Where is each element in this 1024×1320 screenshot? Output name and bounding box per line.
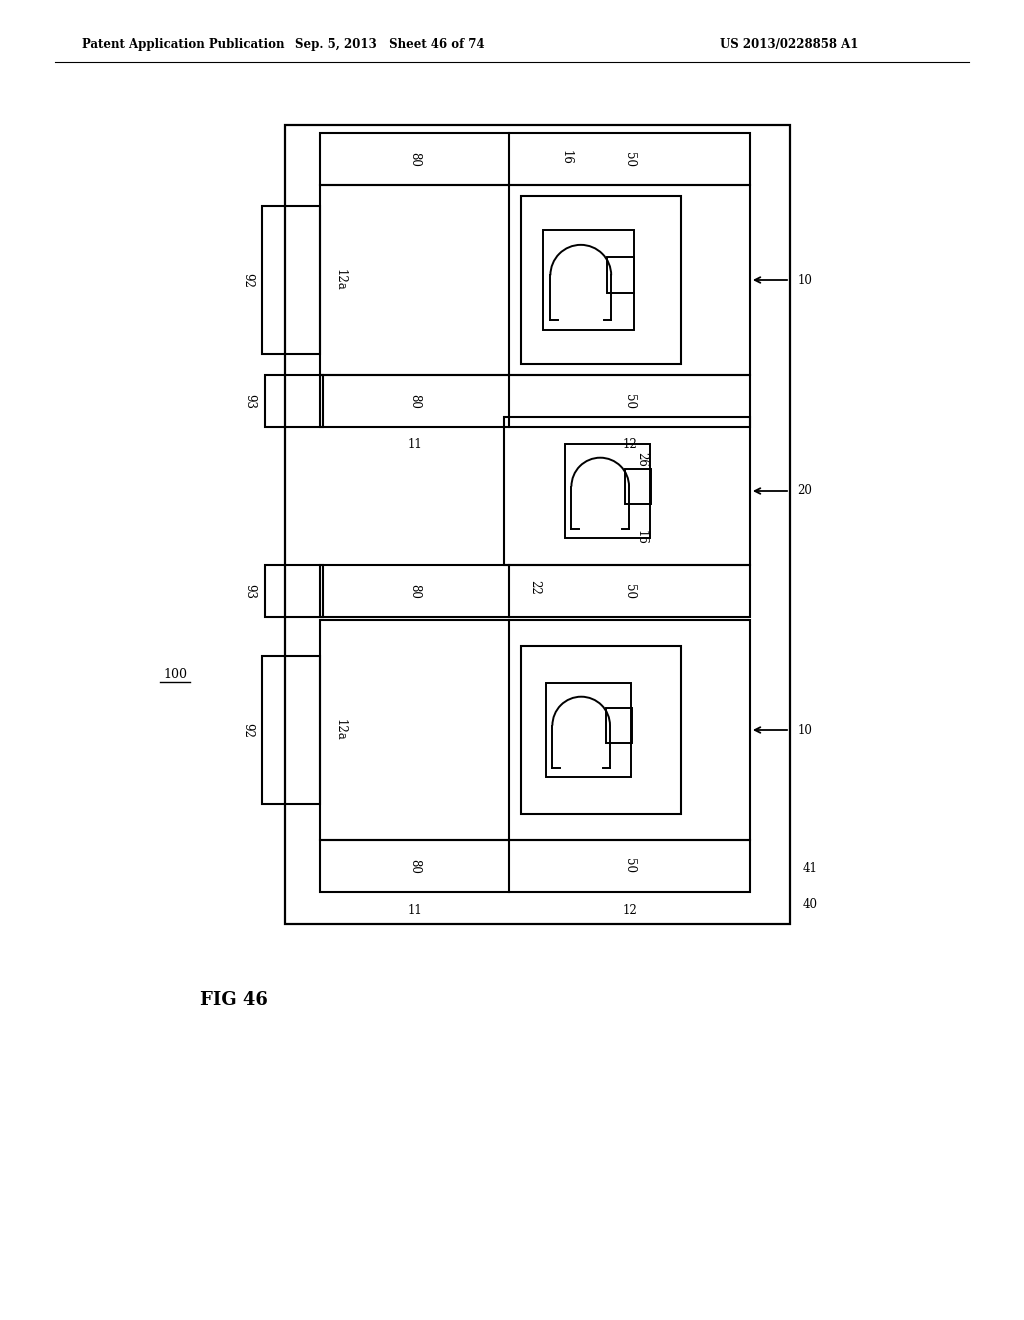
Text: 50: 50 [623, 152, 636, 166]
Text: 16: 16 [559, 149, 572, 165]
Bar [544, 230, 634, 330]
Text: 26: 26 [635, 451, 648, 466]
Text: 16: 16 [635, 529, 648, 544]
Bar [319, 185, 750, 375]
Text: 80: 80 [409, 393, 421, 408]
Text: 10: 10 [798, 723, 812, 737]
Text: 10: 10 [798, 273, 812, 286]
Text: FIG 46: FIG 46 [200, 991, 268, 1008]
Text: 92: 92 [242, 722, 255, 738]
Text: 100: 100 [163, 668, 187, 681]
Text: Patent Application Publication: Patent Application Publication [82, 38, 285, 51]
Text: 22: 22 [527, 579, 541, 594]
Text: 80: 80 [409, 583, 421, 598]
Text: 41: 41 [803, 862, 817, 875]
Text: 80: 80 [409, 858, 421, 874]
Text: 11: 11 [408, 438, 422, 451]
Bar [607, 257, 634, 293]
Bar [521, 645, 681, 814]
Bar [319, 565, 750, 616]
Text: 92: 92 [242, 272, 255, 288]
Text: 20: 20 [798, 484, 812, 498]
Text: 50: 50 [623, 583, 636, 598]
Bar [521, 195, 681, 364]
Bar [564, 444, 650, 539]
Text: 93: 93 [244, 583, 256, 598]
Bar [262, 206, 319, 354]
Bar [285, 125, 790, 924]
Text: 50: 50 [623, 393, 636, 408]
Bar [504, 417, 750, 565]
Text: 40: 40 [803, 898, 817, 911]
Text: 12: 12 [623, 903, 637, 916]
Bar [319, 375, 750, 426]
Text: 12a: 12a [334, 269, 346, 290]
Bar [262, 656, 319, 804]
Bar [626, 470, 650, 504]
Bar [265, 375, 323, 426]
Text: US 2013/0228858 A1: US 2013/0228858 A1 [720, 38, 858, 51]
Text: 12a: 12a [334, 719, 346, 741]
Bar [546, 682, 631, 777]
Text: Sep. 5, 2013   Sheet 46 of 74: Sep. 5, 2013 Sheet 46 of 74 [295, 38, 484, 51]
Bar [319, 133, 750, 185]
Text: 11: 11 [408, 903, 422, 916]
Text: 80: 80 [409, 152, 421, 166]
Bar [319, 620, 750, 840]
Text: 93: 93 [244, 393, 256, 408]
Text: 50: 50 [623, 858, 636, 874]
Text: 12: 12 [623, 438, 637, 451]
Bar [265, 565, 323, 616]
Bar [319, 840, 750, 892]
Bar [606, 709, 632, 743]
